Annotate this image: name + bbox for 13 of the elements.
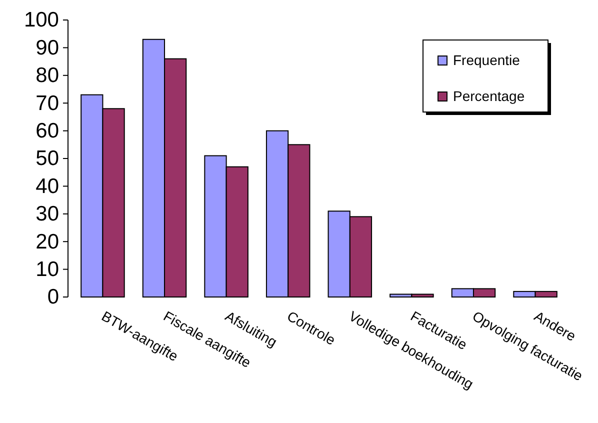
y-tick-label: 30 <box>36 202 59 226</box>
legend-label: Frequentie <box>453 52 520 68</box>
y-tick-label: 100 <box>24 8 59 32</box>
y-tick-label: 90 <box>36 36 59 60</box>
y-tick-label: 0 <box>47 286 59 309</box>
y-tick-label: 70 <box>36 92 59 115</box>
legend-label: Percentage <box>453 88 525 104</box>
y-tick-label: 60 <box>36 120 59 143</box>
y-tick-label: 80 <box>36 64 59 88</box>
y-tick-label: 20 <box>36 230 59 254</box>
y-tick-label: 40 <box>36 174 59 198</box>
y-tick-label: 10 <box>36 258 59 282</box>
y-tick-label: 50 <box>36 147 59 170</box>
